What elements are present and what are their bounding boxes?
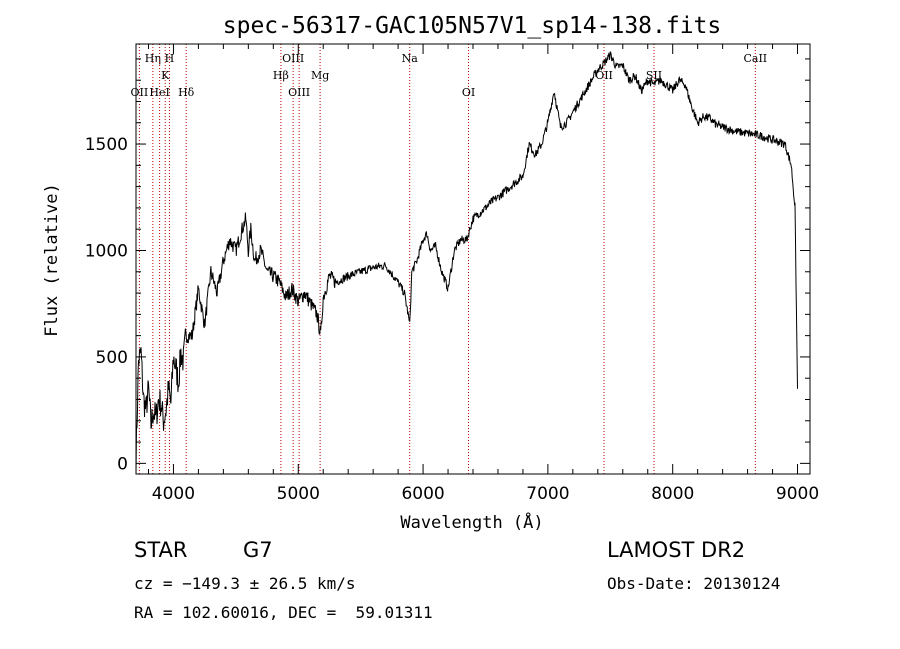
x-tick-label: 6000	[401, 484, 444, 504]
x-tick-label: 9000	[776, 484, 819, 504]
x-tick-label: 8000	[651, 484, 694, 504]
x-tick-label: 4000	[152, 484, 195, 504]
marker-label: HeI	[149, 86, 169, 99]
object-subclass: G7	[243, 538, 273, 562]
marker-label: OII	[131, 86, 149, 99]
plot-frame	[135, 43, 811, 475]
y-tick-label: 0	[117, 454, 128, 474]
marker-label: OIII	[288, 86, 310, 99]
y-tick-label: 500	[96, 348, 128, 368]
marker-label: K	[161, 69, 170, 82]
marker-label: OIII	[282, 52, 304, 65]
y-axis-label: Flux (relative)	[42, 183, 62, 337]
x-tick-label: 7000	[526, 484, 569, 504]
redshift-value: cz = −149.3 ± 26.5 km/s	[134, 574, 356, 593]
y-tick-label: 1500	[85, 135, 128, 155]
marker-label: Hδ	[178, 86, 195, 99]
chart-title: spec-56317-GAC105N57V1_sp14-138.fits	[223, 13, 722, 39]
spectrum-chart: spec-56317-GAC105N57V1_sp14-138.fits OII…	[42, 13, 819, 533]
survey-name: LAMOST DR2	[607, 538, 746, 562]
marker-label: Mg	[311, 69, 329, 82]
marker-label: OII	[595, 69, 613, 82]
marker-label: H	[165, 52, 175, 65]
y-tick-label: 1000	[85, 241, 128, 261]
object-class: STAR	[134, 538, 188, 562]
y-axis: 0 500 1000 1500	[85, 58, 810, 474]
marker-label: CaII	[743, 52, 767, 65]
marker-label: Hβ	[273, 69, 289, 82]
x-tick-label: 5000	[277, 484, 320, 504]
marker-label: OI	[462, 86, 475, 99]
coordinates: RA = 102.60016, DEC = 59.01311	[134, 603, 433, 622]
observation-date: Obs-Date: 20130124	[607, 574, 781, 593]
x-axis-label: Wavelength (Å)	[400, 511, 543, 533]
marker-label: Na	[402, 52, 419, 65]
spectrum-line	[135, 51, 798, 475]
marker-label: Hη	[145, 52, 161, 65]
x-axis: 4000 5000 6000 7000 8000 9000	[147, 44, 819, 504]
